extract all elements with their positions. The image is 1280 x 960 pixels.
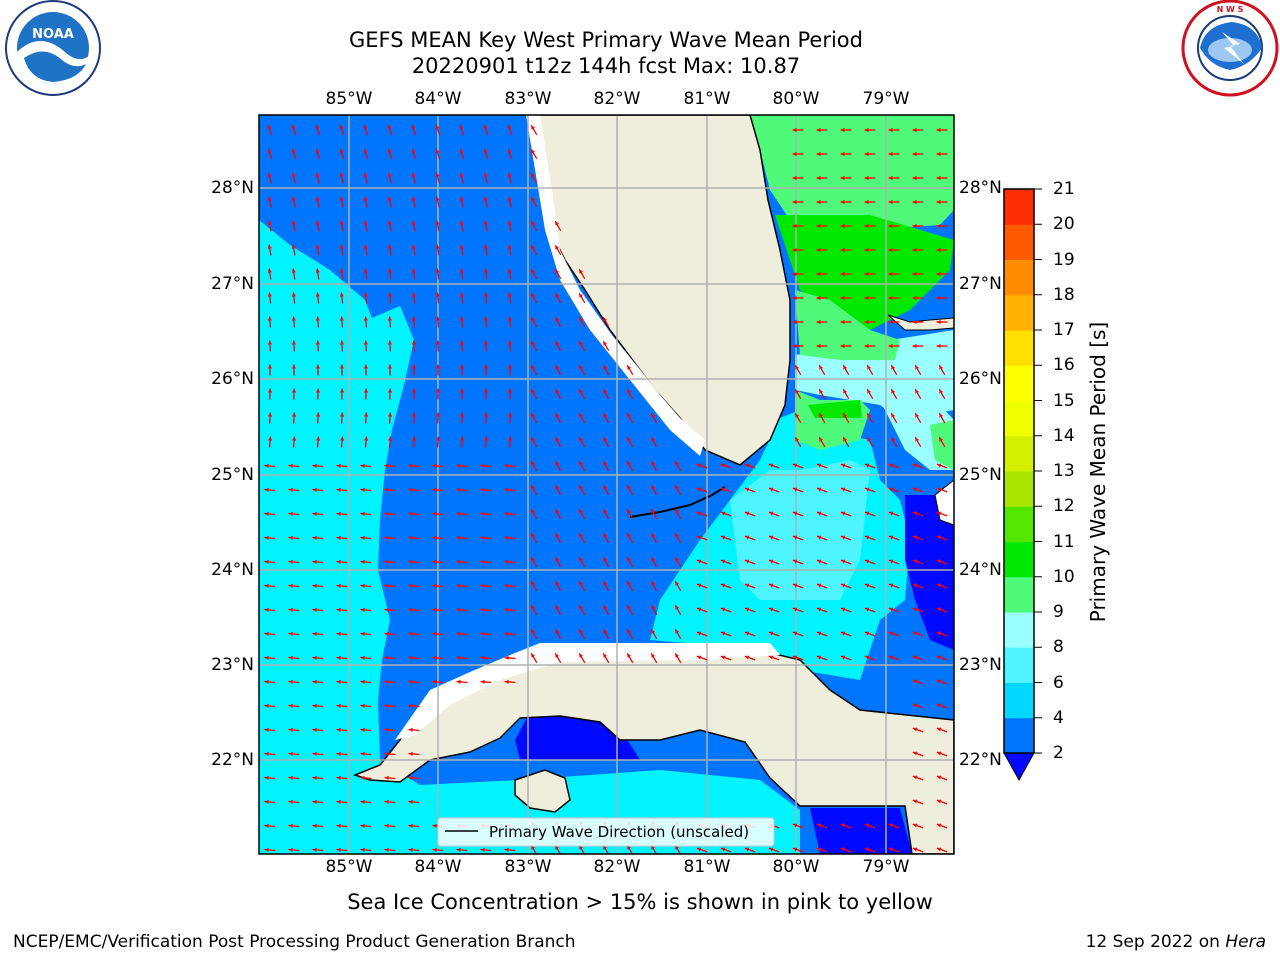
lat-tick-left: 25°N [211,465,254,485]
lat-tick-right: 27°N [959,274,1002,294]
colorbar-tick-label: 2 [1053,743,1064,763]
lat-tick-right: 24°N [959,560,1002,580]
colorbar-block [1004,647,1034,683]
map-gridlines [259,115,954,854]
lat-tick-left: 23°N [211,655,254,675]
nws-logo-icon: N W S [1181,0,1279,97]
colorbar-tick-label: 10 [1053,566,1075,587]
map-title-line-2: 20220901 t12z 144h fcst Max: 10.87 [411,54,801,78]
colorbar-tick-label: 16 [1053,355,1075,376]
colorbar-block [1004,435,1034,472]
lat-tick-right: 26°N [959,369,1002,389]
lat-tick-left: 28°N [211,178,254,198]
lon-tick-bottom: 85°W [325,857,373,877]
lon-tick-bottom: 79°W [862,857,910,877]
footer-date-host: 12 Sep 2022 on Hera [1086,932,1266,952]
map-legend: Primary Wave Direction (unscaled) [437,817,775,847]
colorbar-block [1004,717,1034,754]
colorbar-tick-label: 4 [1053,707,1064,728]
footer-date: 12 Sep 2022 on [1085,932,1220,952]
colorbar-block [1004,365,1034,401]
lat-tick-left: 22°N [211,750,254,770]
colorbar-tick-label: 21 [1053,179,1075,199]
colorbar-block [1004,400,1034,437]
lon-tick-bottom: 82°W [593,857,641,877]
lat-tick-right: 23°N [959,655,1002,675]
colorbar-tick-label: 6 [1053,672,1064,693]
lon-tick-top: 80°W [772,89,820,109]
lon-tick-top: 82°W [593,89,641,109]
colorbar-block [1004,506,1034,542]
colorbar-block [1004,612,1034,648]
lon-tick-top: 85°W [325,89,373,109]
colorbar-block [1004,541,1034,578]
lon-tick-bottom: 80°W [772,857,820,877]
noaa-logo-icon: NOAA [5,0,101,96]
map-frame [258,114,955,855]
colorbar-label: Primary Wave Mean Period [s] [1086,321,1110,623]
colorbar-tick-label: 8 [1053,637,1064,658]
colorbar-extend-triangle [1003,752,1035,782]
map-panel: Primary Wave Direction (unscaled) [258,114,955,855]
colorbar-block [1004,189,1034,225]
lon-tick-top: 84°W [414,89,462,109]
lat-tick-right: 22°N [959,750,1002,770]
lon-tick-top: 79°W [862,89,910,109]
legend-label: Primary Wave Direction (unscaled) [489,823,749,841]
lat-tick-left: 24°N [211,560,254,580]
colorbar-block [1004,576,1034,613]
colorbar-tick-label: 19 [1053,249,1075,270]
lon-tick-bottom: 84°W [414,857,462,877]
colorbar-tick-label: 9 [1053,602,1064,622]
colorbar-block [1004,471,1034,507]
lat-tick-right: 25°N [959,465,1002,485]
colorbar-block [1004,224,1034,260]
colorbar-tick-label: 11 [1053,531,1075,552]
colorbar-block [1004,294,1034,331]
colorbar-tick-label: 20 [1053,214,1075,235]
lon-tick-bottom: 81°W [683,857,731,877]
colorbar-block [1004,259,1034,296]
colorbar-tick-label: 17 [1053,320,1075,340]
lon-tick-top: 83°W [504,89,552,109]
lat-tick-right: 28°N [959,178,1002,198]
wave-direction-arrows [264,124,948,854]
colorbar-tick-label: 13 [1053,461,1075,481]
colorbar-tick-label: 15 [1053,390,1075,411]
footer-host: Hera [1225,932,1266,952]
sea-ice-note: Sea Ice Concentration > 15% is shown in … [347,890,933,914]
svg-text:N W S: N W S [1217,5,1244,14]
lon-tick-top: 81°W [683,89,731,109]
colorbar-tick-label: 12 [1053,496,1075,517]
colorbar-tick-label: 18 [1053,284,1075,305]
colorbar-block [1004,330,1034,366]
lat-tick-left: 26°N [211,369,254,389]
colorbar-block [1004,682,1034,719]
map-title-line-1: GEFS MEAN Key West Primary Wave Mean Per… [349,28,863,52]
lat-tick-left: 27°N [211,274,254,294]
colorbar-tick-label: 14 [1053,425,1075,446]
lon-tick-bottom: 83°W [504,857,552,877]
footer-branch: NCEP/EMC/Verification Post Processing Pr… [13,932,576,952]
noaa-logo-text: NOAA [32,27,74,42]
colorbar [1003,188,1042,782]
